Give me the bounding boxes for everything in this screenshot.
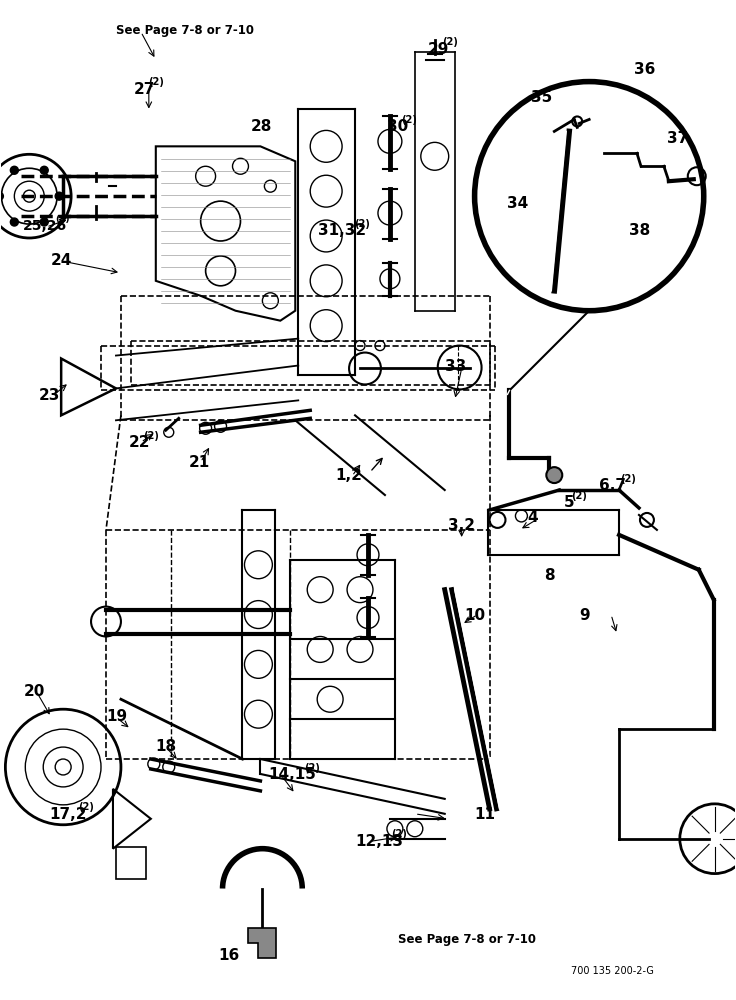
- Circle shape: [546, 467, 562, 483]
- Text: 1,2: 1,2: [335, 468, 362, 483]
- Text: 9: 9: [579, 608, 590, 623]
- Text: 19: 19: [106, 709, 127, 724]
- Text: 12,13: 12,13: [355, 834, 403, 849]
- Text: 16: 16: [219, 948, 240, 963]
- Text: 24: 24: [52, 253, 73, 268]
- Text: (2): (2): [442, 37, 458, 47]
- Text: 30: 30: [387, 119, 408, 134]
- Text: 18: 18: [156, 739, 177, 754]
- Text: 33: 33: [445, 359, 466, 374]
- Text: 6,7: 6,7: [599, 478, 626, 493]
- Circle shape: [40, 218, 49, 226]
- Text: 4: 4: [528, 510, 538, 525]
- Circle shape: [10, 166, 18, 174]
- Text: (2): (2): [148, 77, 164, 87]
- Text: 29: 29: [428, 42, 449, 57]
- Text: (2): (2): [78, 802, 93, 812]
- Text: 28: 28: [250, 119, 272, 134]
- Text: (8): (8): [56, 215, 70, 224]
- Text: See Page 7-8 or 7-10: See Page 7-8 or 7-10: [398, 933, 536, 946]
- Circle shape: [40, 166, 49, 174]
- Text: 37: 37: [667, 131, 688, 146]
- Circle shape: [55, 192, 63, 200]
- Text: 20: 20: [24, 684, 45, 699]
- Text: 8: 8: [545, 568, 555, 583]
- Polygon shape: [249, 928, 276, 958]
- Text: 25,26: 25,26: [24, 219, 68, 233]
- Text: 22: 22: [129, 435, 150, 450]
- Text: 17,2: 17,2: [49, 807, 87, 822]
- Text: (2): (2): [571, 491, 587, 501]
- Text: 10: 10: [464, 608, 486, 623]
- Text: 11: 11: [475, 807, 495, 822]
- Text: 31,32: 31,32: [318, 223, 367, 238]
- Text: 27: 27: [134, 82, 155, 97]
- Text: (2): (2): [143, 431, 159, 441]
- Text: (2): (2): [304, 763, 320, 773]
- Text: 700 135 200-2-G: 700 135 200-2-G: [571, 966, 654, 976]
- Text: 36: 36: [634, 62, 655, 77]
- Text: 23: 23: [39, 388, 60, 403]
- Circle shape: [0, 192, 4, 200]
- Text: 35: 35: [531, 90, 553, 105]
- Text: 14,15: 14,15: [269, 767, 316, 782]
- Text: (2): (2): [354, 219, 369, 229]
- Text: 34: 34: [507, 196, 528, 211]
- Text: (2): (2): [401, 115, 417, 125]
- Circle shape: [10, 218, 18, 226]
- Text: (2): (2): [391, 829, 406, 839]
- Text: 3,2: 3,2: [447, 518, 475, 533]
- Text: 38: 38: [629, 223, 651, 238]
- Text: 21: 21: [188, 455, 210, 470]
- Text: See Page 7-8 or 7-10: See Page 7-8 or 7-10: [116, 24, 254, 37]
- Text: 5: 5: [565, 495, 575, 510]
- Text: (2): (2): [620, 474, 637, 484]
